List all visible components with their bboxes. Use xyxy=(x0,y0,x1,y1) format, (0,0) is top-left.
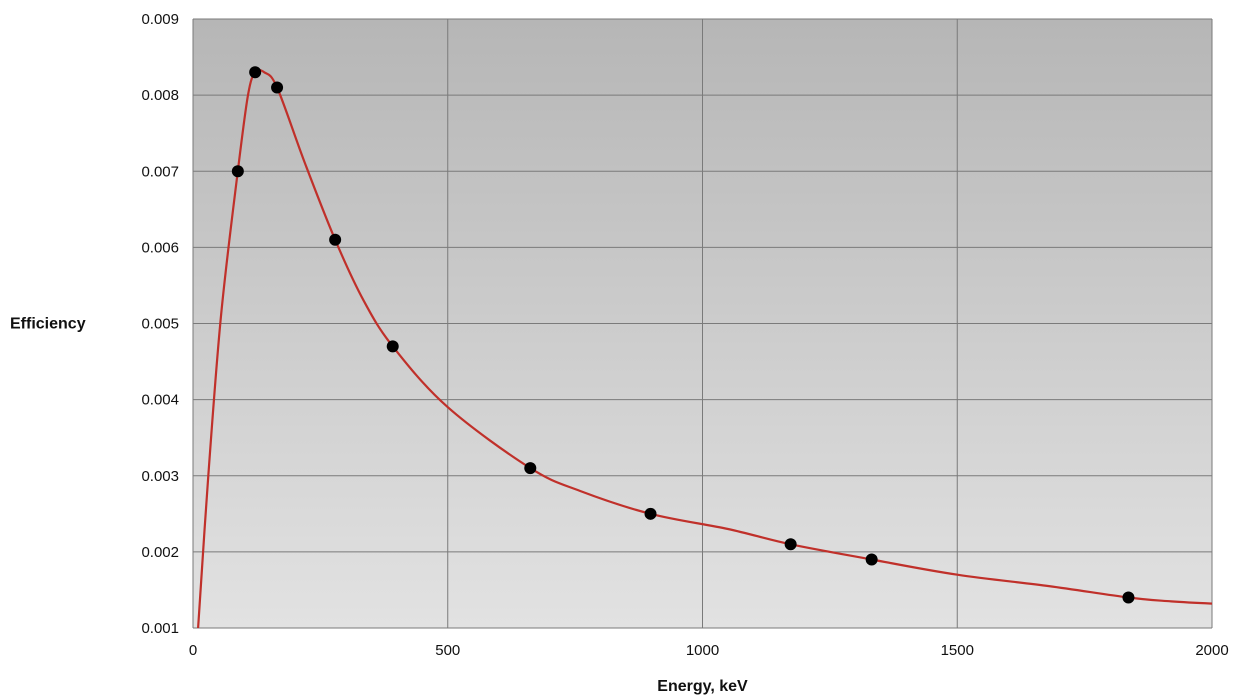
grid-lines xyxy=(192,18,1213,629)
y-tick-labels: 0.001 0.002 0.003 0.004 0.005 0.006 0.007 0.008… xyxy=(141,11,179,637)
y-tick-label: 0.004 xyxy=(141,392,179,409)
data-point xyxy=(329,233,342,246)
y-tick-label: 0.001 xyxy=(141,620,179,637)
x-tick-label: 500 xyxy=(435,642,460,659)
x-tick-label: 0 xyxy=(189,642,197,659)
data-point xyxy=(231,165,244,178)
data-point xyxy=(271,81,284,94)
data-points xyxy=(231,66,1135,604)
x-tick-label: 1500 xyxy=(941,642,974,659)
data-point xyxy=(386,340,399,353)
data-point xyxy=(784,538,797,551)
y-tick-label: 0.002 xyxy=(141,544,179,561)
y-tick-label: 0.006 xyxy=(141,239,179,256)
y-tick-label: 0.005 xyxy=(141,316,179,333)
y-axis-title: Efficiency xyxy=(10,316,86,333)
data-point xyxy=(644,507,657,520)
y-tick-label: 0.008 xyxy=(141,87,179,104)
x-tick-label: 1000 xyxy=(686,642,719,659)
x-tick-labels: 0 500 1000 1500 2000 xyxy=(189,642,1229,659)
x-tick-label: 2000 xyxy=(1195,642,1228,659)
y-tick-label: 0.009 xyxy=(141,11,179,28)
y-tick-label: 0.007 xyxy=(141,163,179,180)
y-tick-label: 0.003 xyxy=(141,468,179,485)
data-point xyxy=(1122,591,1135,604)
x-axis-title: Energy, keV xyxy=(657,678,748,695)
data-point xyxy=(865,553,878,566)
data-point xyxy=(524,462,537,475)
data-point xyxy=(249,66,262,79)
